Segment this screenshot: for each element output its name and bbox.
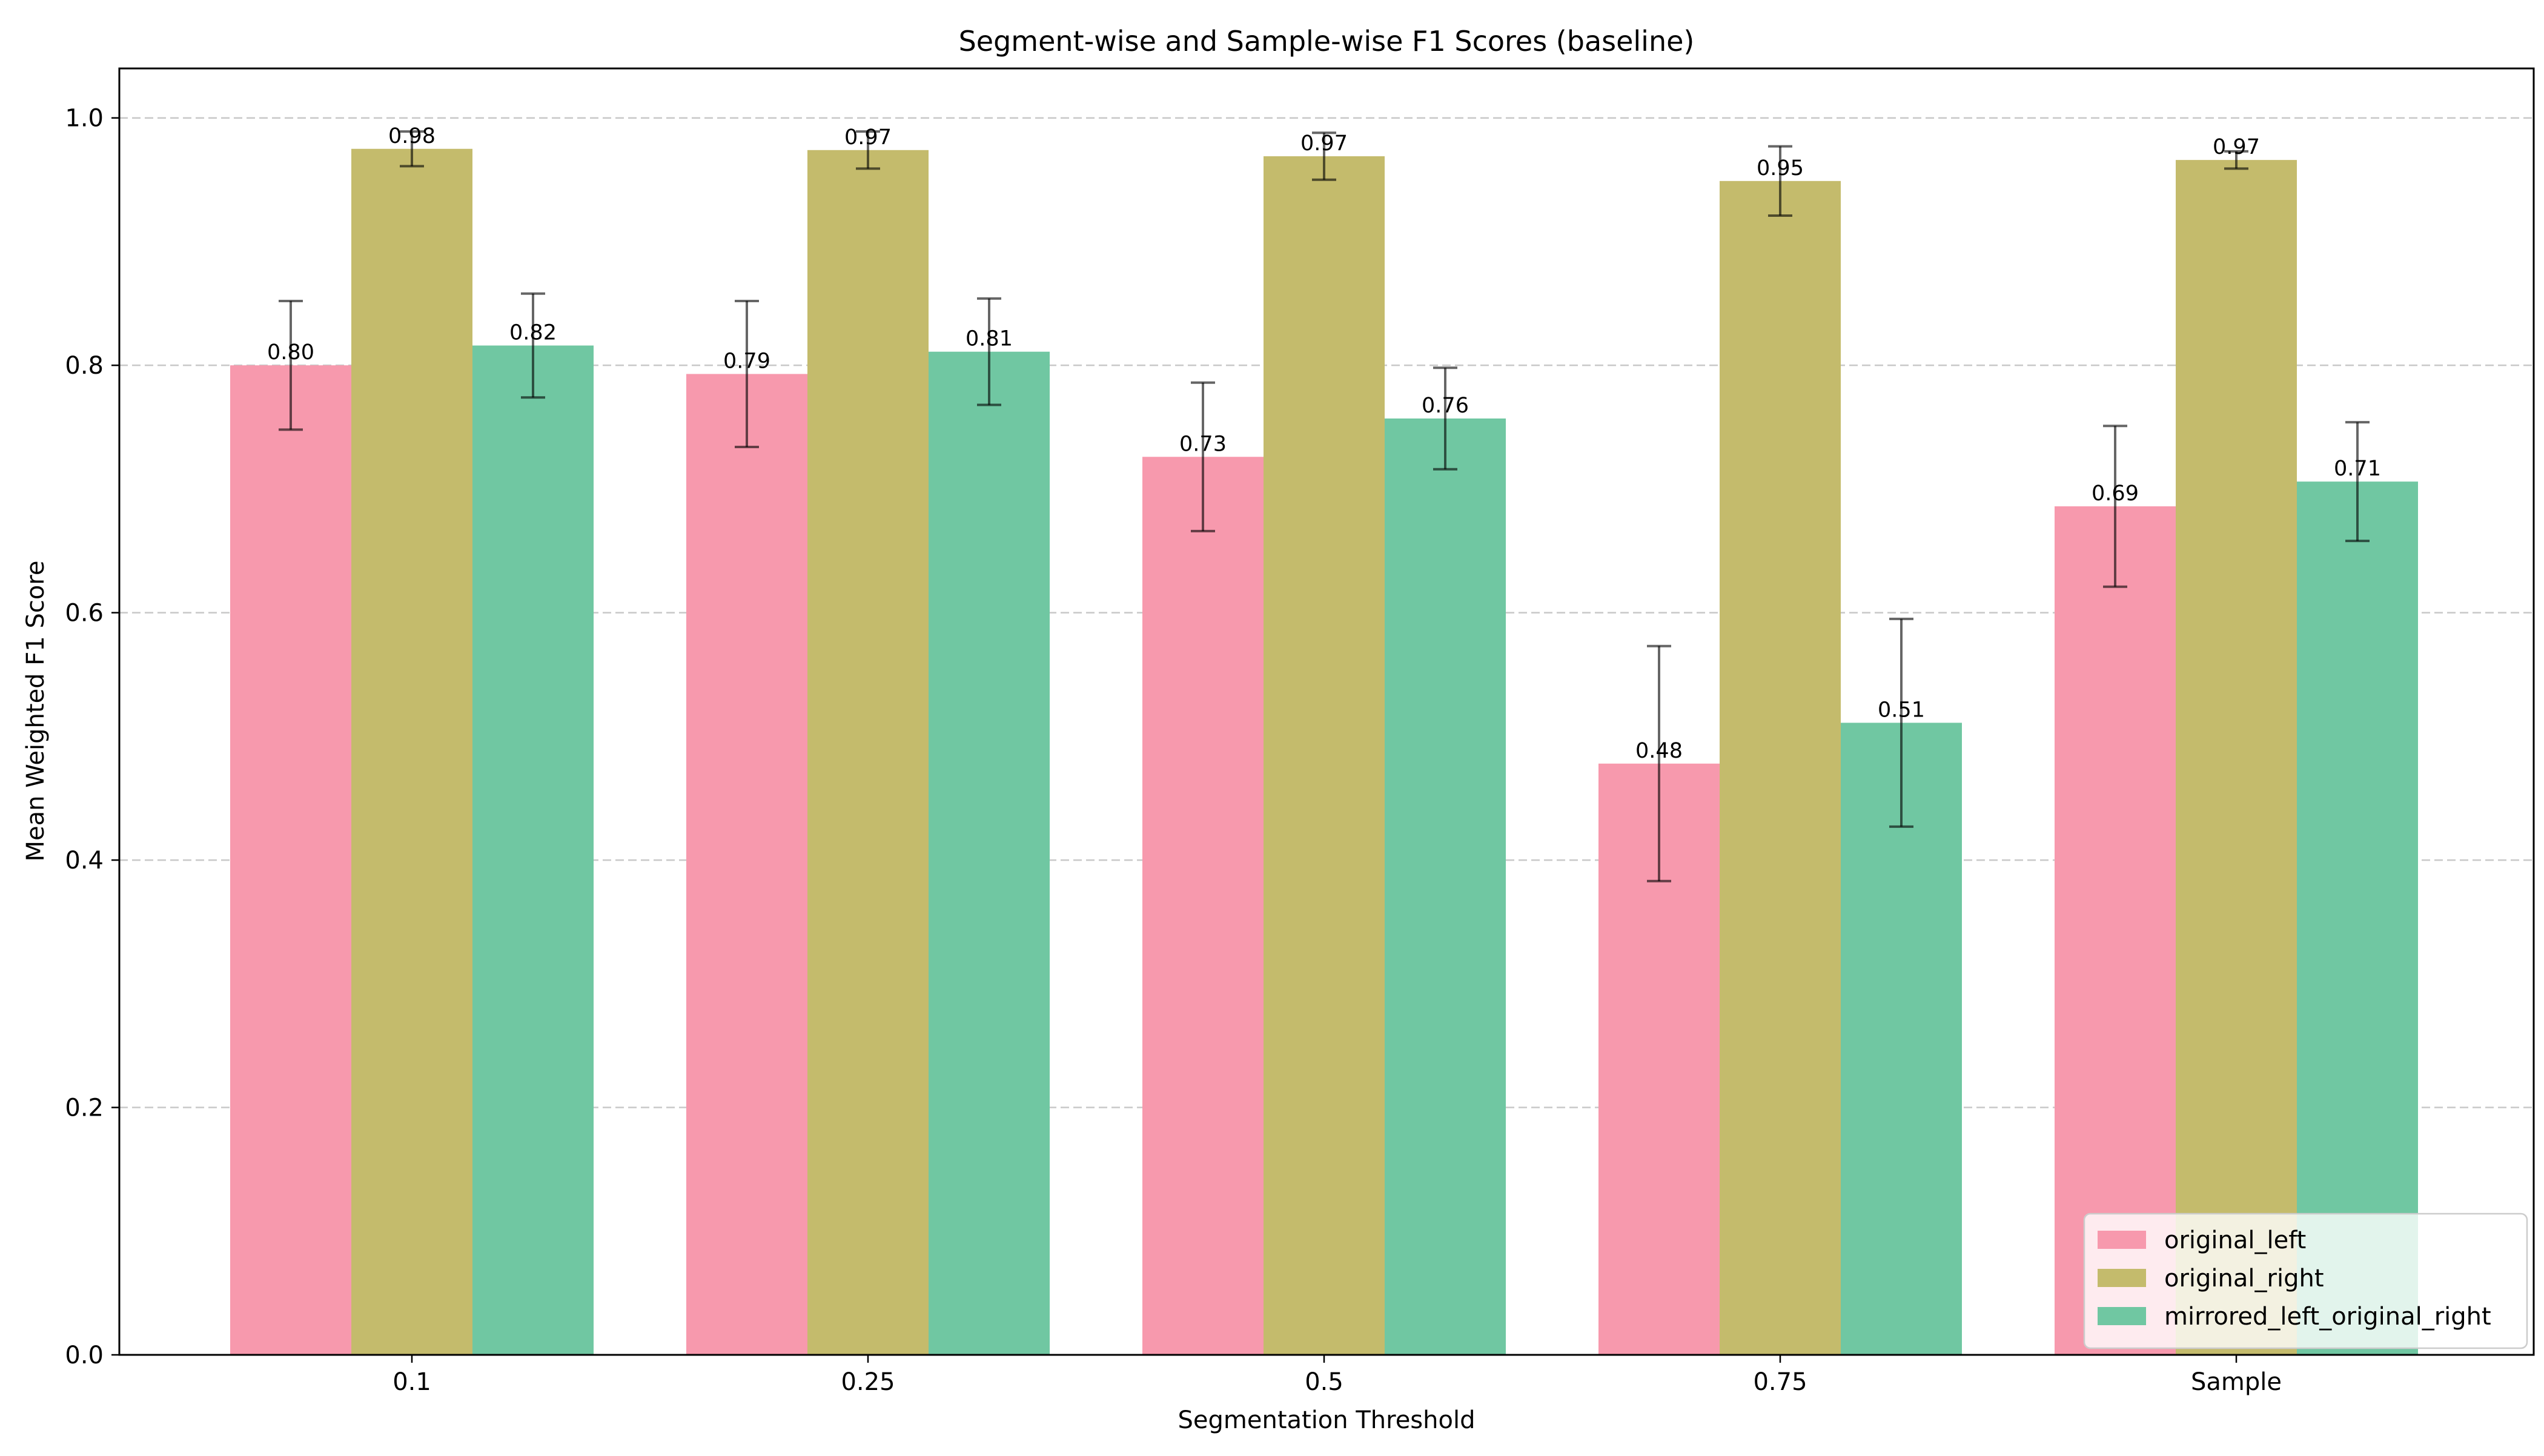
legend-entry: mirrored_left_original_right — [2164, 1303, 2491, 1331]
data-label: 0.95 — [1757, 156, 1804, 180]
y-tick-label: 0.4 — [65, 847, 104, 875]
x-tick-label: Sample — [2191, 1368, 2282, 1396]
y-tick-label: 0.2 — [65, 1094, 104, 1122]
bar-mirrored_left_original_right — [929, 351, 1050, 1355]
y-axis-label: Mean Weighted F1 Score — [22, 561, 50, 862]
x-tick-label: 0.75 — [1753, 1368, 1807, 1396]
bar-original_right — [1720, 180, 1841, 1355]
data-label: 0.82 — [509, 320, 557, 345]
x-tick-label: 0.5 — [1305, 1368, 1343, 1396]
bar-original_left — [230, 365, 351, 1355]
bar-original_right — [351, 148, 472, 1355]
bar-mirrored_left_original_right — [2297, 481, 2418, 1355]
legend-swatch — [2098, 1269, 2146, 1287]
data-label: 0.51 — [1878, 698, 1925, 722]
y-tick-label: 0.8 — [65, 352, 104, 380]
data-label: 0.73 — [1179, 432, 1227, 456]
bar-original_right — [807, 150, 929, 1355]
y-tick-label: 0.6 — [65, 600, 104, 627]
legend: original_left original_right mirrored_left… — [2083, 1213, 2528, 1349]
bars — [230, 148, 2418, 1355]
error-bars — [279, 130, 2370, 882]
chart-title: Segment-wise and Sample-wise F1 Scores (… — [959, 25, 1695, 58]
legend-box — [2083, 1213, 2528, 1349]
axes-frame — [118, 67, 2535, 1356]
data-label: 0.80 — [267, 340, 314, 365]
bar-original_left — [1142, 457, 1264, 1355]
y-tick-label: 1.0 — [65, 105, 104, 133]
x-tick-label: 0.1 — [393, 1368, 431, 1396]
data-label: 0.97 — [2213, 135, 2260, 159]
bar-mirrored_left_original_right — [1841, 723, 1962, 1355]
data-label: 0.81 — [966, 327, 1013, 351]
y-tick-label: 0.0 — [65, 1342, 104, 1369]
data-label: 0.79 — [723, 349, 770, 373]
data-label: 0.76 — [1422, 394, 1469, 418]
legend-entry: original_right — [2164, 1265, 2324, 1292]
legend-swatch — [2098, 1307, 2146, 1325]
bar-mirrored_left_original_right — [1385, 418, 1506, 1355]
data-label: 0.98 — [388, 124, 436, 148]
data-label: 0.97 — [1300, 131, 1348, 156]
x-axis-label: Segmentation Threshold — [1178, 1406, 1476, 1434]
data-labels: 0.80 0.98 0.82 0.79 0.97 0.81 0.73 0.97 0.76 0.48… — [267, 124, 2381, 763]
bar-mirrored_left_original_right — [472, 345, 594, 1355]
bar-original_right — [1264, 156, 1385, 1355]
axis-ticks: 0.0 0.2 0.4 0.6 0.8 1.0 0.1 0.25 0.5 0.75 Sample — [65, 105, 2282, 1396]
legend-entry: original_left — [2164, 1226, 2306, 1254]
data-label: 0.97 — [844, 125, 892, 150]
data-label: 0.69 — [2092, 481, 2139, 506]
legend-swatch — [2098, 1231, 2146, 1249]
bar-original_left — [686, 374, 807, 1355]
bar-original_right — [2176, 160, 2297, 1355]
data-label: 0.48 — [1635, 739, 1683, 763]
x-tick-label: 0.25 — [841, 1368, 895, 1396]
data-label: 0.71 — [2334, 457, 2381, 481]
